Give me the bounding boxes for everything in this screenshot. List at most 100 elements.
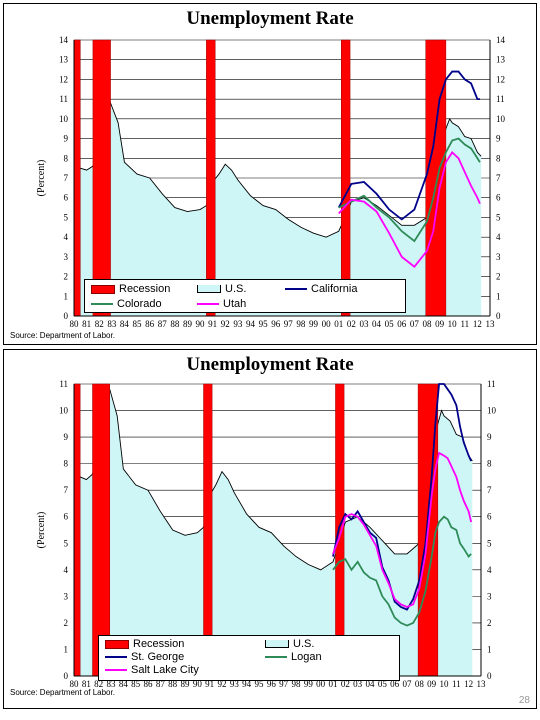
x-tick-label: 00 [316,679,326,689]
series-line-utah [338,150,481,268]
recession-bar [335,383,345,677]
x-tick-label: 95 [259,319,269,329]
x-tick-label: 89 [181,679,191,689]
x-tick-label: 91 [208,319,217,329]
y-tick-label-right: 11 [487,379,496,389]
recession-bar [340,39,351,317]
x-tick-label: 87 [156,679,166,689]
y-tick-label-left: 13 [59,55,69,65]
x-tick-label: 98 [292,679,302,689]
x-tick-label: 06 [397,319,407,329]
x-tick-label: 11 [452,679,461,689]
recession-swatch [105,639,129,649]
x-tick-label: 81 [82,679,91,689]
y-tick-label-right: 13 [496,55,506,65]
x-tick-label: 80 [70,679,80,689]
y-tick-label-right: 10 [487,406,497,416]
salt-lake-city-swatch [105,669,127,671]
chart-title: Unemployment Rate [186,8,354,29]
x-tick-label: 97 [284,319,294,329]
y-tick-label-left: 10 [59,114,69,124]
x-tick-label: 96 [271,319,281,329]
legend-label: Colorado [117,298,162,310]
y-tick-label-left: 5 [64,538,69,548]
x-tick-label: 86 [145,319,155,329]
y-tick-label-right: 1 [496,291,501,301]
x-tick-label: 10 [448,319,458,329]
y-tick-label-left: 7 [64,173,69,183]
x-tick-label: 87 [158,319,168,329]
y-tick-label-right: 0 [487,671,492,681]
recession-bar [73,383,81,677]
recession-swatch [91,284,115,294]
legend-label: St. George [131,651,185,663]
y-tick-label-left: 1 [64,291,69,301]
y-tick-label-left: 9 [64,432,69,442]
x-tick-label: 13 [486,319,496,329]
y-tick-label-right: 14 [496,35,506,45]
x-tick-label: 88 [168,679,178,689]
legend-item-logan: Logan [265,651,322,663]
legend-label: U.S. [225,283,247,295]
x-tick-label: 06 [390,679,400,689]
x-tick-label: 80 [70,319,80,329]
x-tick-label: 03 [359,319,369,329]
x-tick-label: 86 [144,679,154,689]
y-tick-label-left: 2 [64,272,69,282]
y-tick-label-left: 14 [59,35,69,45]
x-tick-label: 83 [107,319,117,329]
chart-legend: Recession U.S. St. George Logan Salt Lak… [98,635,400,681]
x-tick-label: 82 [95,319,104,329]
st-george-swatch [105,656,127,658]
y-tick-label-left: 5 [64,212,69,222]
series-line-logan [332,515,472,627]
x-tick-label: 04 [366,679,376,689]
y-tick-label-left: 8 [64,459,69,469]
x-tick-label: 13 [477,679,487,689]
legend-label: Logan [291,651,322,663]
legend-item-recession: Recession [91,283,170,295]
x-tick-label: 85 [133,319,143,329]
x-tick-label: 85 [131,679,141,689]
x-tick-label: 84 [119,679,129,689]
y-tick-label-right: 0 [496,311,501,321]
utah-swatch [197,303,219,305]
y-tick-label-left: 1 [64,644,69,654]
legend-item-california: California [285,283,357,295]
x-tick-label: 92 [221,319,230,329]
x-tick-label: 90 [193,679,203,689]
series-line-colorado [338,137,481,243]
chart-panel-top: Unemployment Rate 0 0 1 1 2 2 3 3 4 4 5 5 6 6 7 7 8 8 9 9 10… [3,3,537,345]
x-tick-label: 89 [183,319,193,329]
y-tick-label-right: 12 [496,74,505,84]
y-tick-label-right: 2 [487,618,492,628]
legend-label: Utah [223,298,247,310]
legend-label: California [311,283,358,295]
y-tick-label-left: 11 [59,379,68,389]
chart-title: Unemployment Rate [186,354,354,375]
recession-bar [92,383,111,677]
y-tick-label-right: 9 [496,134,501,144]
y-tick-label-right: 7 [496,173,501,183]
logan-swatch [265,656,287,658]
x-tick-label: 01 [334,319,343,329]
source-note: Source: Department of Labor. [10,688,115,697]
x-tick-label: 99 [309,319,319,329]
series-area-u-s [74,389,473,676]
legend-item-us: U.S. [197,283,246,295]
series-line-st-george [332,383,472,611]
y-tick-label-right: 8 [487,459,492,469]
recession-bar [206,39,216,317]
y-tick-label-right: 5 [487,538,492,548]
y-tick-label-left: 10 [59,406,69,416]
x-tick-label: 83 [107,679,117,689]
x-tick-label: 11 [460,319,469,329]
chart-panel-bottom: Unemployment Rate 0 0 1 1 2 2 3 3 4 4 5 5 6 6 7 7 8 8 9 9 10… [3,349,537,709]
legend-label: Recession [119,283,171,295]
us-swatch [197,285,221,293]
x-tick-label: 02 [347,319,356,329]
x-tick-label: 04 [372,319,382,329]
x-tick-label: 12 [464,679,473,689]
california-swatch [285,288,307,290]
y-axis-label: (Percent) [36,160,47,197]
